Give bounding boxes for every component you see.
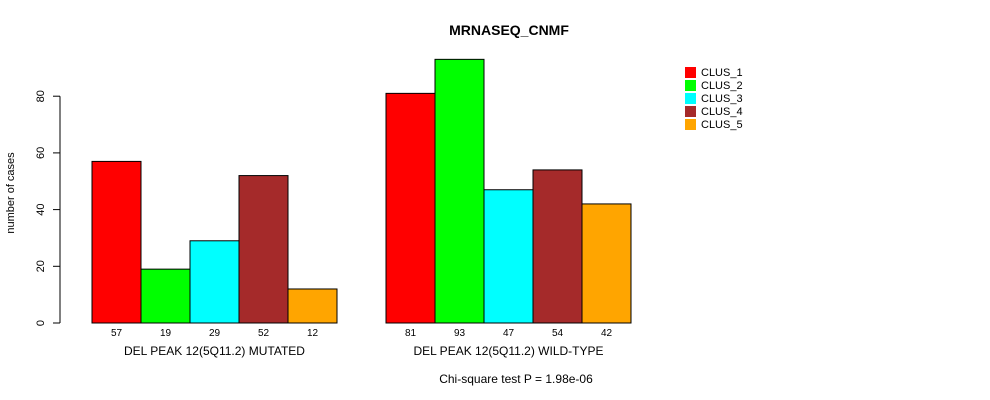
group-label: DEL PEAK 12(5Q11.2) WILD-TYPE [413,344,603,358]
legend-label-3: CLUS_3 [701,93,743,105]
bar-clus-1 [385,92,436,324]
bar-clus-5 [287,288,338,324]
y-tick-label-80: 80 [35,90,47,102]
bar-clus-3 [483,189,534,324]
legend-swatch-3 [685,93,696,104]
group-label: DEL PEAK 12(5Q11.2) MUTATED [124,344,305,358]
chi-square-footnote: Chi-square test P = 1.98e-06 [439,372,593,386]
y-tick-label-0: 0 [35,320,47,326]
chart-title: MRNASEQ_CNMF [449,22,569,38]
legend-label-1: CLUS_1 [701,67,743,79]
legend-swatch-5 [685,119,696,130]
bar-clus-5 [581,203,632,324]
y-axis-label: number of cases [5,152,17,234]
bar-value-label: 19 [160,328,172,339]
bar-clus-2 [140,268,191,324]
bar-clus-1 [91,160,142,324]
bar-value-label: 52 [258,328,270,339]
bar-clus-3 [189,240,240,324]
bar-value-label: 57 [111,328,123,339]
bar-value-label: 29 [209,328,221,339]
bar-value-label: 54 [552,328,564,339]
y-tick-label-20: 20 [35,260,47,272]
bar-group-2: 81 93 47 54 42 DEL PEAK 12(5Q11.2) WILD-TYPE [385,58,632,358]
legend-swatch-2 [685,80,696,91]
bar-clus-2 [434,58,485,324]
legend-label-2: CLUS_2 [701,80,743,92]
bar-clus-4 [532,169,583,324]
legend-swatch-4 [685,106,696,117]
bar-value-label: 93 [454,328,466,339]
y-tick-label-40: 40 [35,203,47,215]
bar-clus-4 [238,175,289,324]
legend-label-4: CLUS_4 [701,106,743,118]
y-axis: 0 20 40 60 80 [35,90,61,326]
legend-label-5: CLUS_5 [701,119,743,131]
bar-value-label: 12 [307,328,319,339]
bar-value-label: 81 [405,328,417,339]
y-tick-label-60: 60 [35,147,47,159]
bar-value-label: 42 [601,328,613,339]
legend-swatch-1 [685,67,696,78]
bar-value-label: 47 [503,328,515,339]
